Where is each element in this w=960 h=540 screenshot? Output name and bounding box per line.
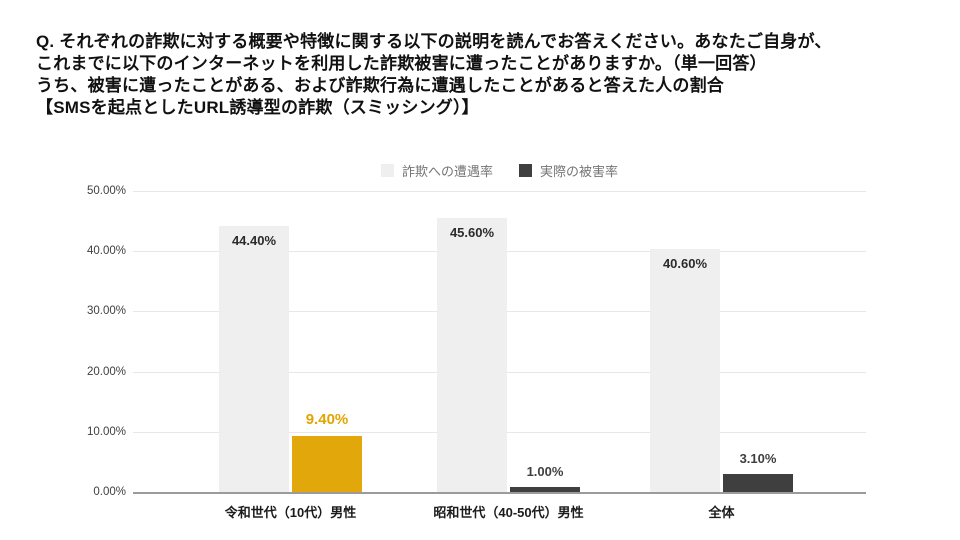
question-title-line-4: 【SMSを起点としたURL誘導型の詐欺（スミッシング）】	[36, 98, 479, 117]
x-axis-baseline	[133, 492, 866, 494]
legend-item-victim-rate: 実際の被害率	[519, 161, 618, 180]
legend-item-encounter-rate: 詐欺への遭遇率	[380, 161, 493, 180]
question-title-line-1: Q. それぞれの詐欺に対する概要や特徴に関する以下の説明を読んでお答えください。…	[36, 32, 832, 51]
bar-encounter-rate	[437, 218, 507, 493]
bar-value-label: 3.10%	[739, 451, 777, 466]
gridline	[133, 191, 866, 192]
y-axis: 0.00% 10.00% 20.00% 30.00% 40.00% 50.00%	[0, 185, 126, 498]
bar-value-label: 45.60%	[449, 225, 495, 240]
legend-label-encounter-rate: 詐欺への遭遇率	[401, 163, 493, 179]
bar-group: 44.40% 9.40%	[219, 192, 362, 493]
question-title: Q. それぞれの詐欺に対する概要や特徴に関する以下の説明を読んでお答えください。…	[36, 31, 936, 119]
bar-group: 45.60% 1.00%	[437, 192, 580, 493]
bar-encounter-rate	[650, 249, 720, 493]
x-axis-category-label: 昭和世代（40-50代）男性	[433, 505, 584, 520]
bar-group: 40.60% 3.10%	[650, 192, 793, 493]
bar-victim-rate	[292, 436, 362, 493]
bar-victim-rate	[510, 487, 580, 493]
bar-value-label: 9.40%	[305, 411, 349, 428]
x-axis-category-label: 令和世代（10代）男性	[224, 505, 357, 520]
plot-area: 44.40% 9.40% 令和世代（10代）男性 45.60% 1.00% 昭和世代（40…	[133, 191, 866, 520]
y-axis-tick-label: 40.00%	[86, 245, 126, 258]
question-title-line-3: うち、被害に遭ったことがある、および詐欺行為に遭遇したことがあると答えた人の割合	[36, 76, 724, 95]
y-axis-tick-label: 20.00%	[86, 365, 126, 378]
question-title-line-2: これまでに以下のインターネットを利用した詐欺被害に遭ったことがありますか。（単一…	[36, 54, 767, 73]
bar-encounter-rate	[219, 226, 289, 493]
legend-label-victim-rate: 実際の被害率	[540, 163, 619, 179]
bar-value-label: 40.60%	[662, 256, 708, 271]
y-axis-tick-label: 0.00%	[93, 486, 126, 498]
chart-legend: 詐欺への遭遇率 実際の被害率	[133, 161, 866, 179]
y-axis-tick-label: 10.00%	[86, 425, 126, 438]
bar-value-label: 1.00%	[526, 464, 564, 479]
bar-value-label: 44.40%	[231, 233, 277, 248]
legend-swatch-encounter-rate	[380, 163, 394, 177]
y-axis-tick-label: 50.00%	[86, 185, 126, 197]
bar-victim-rate	[723, 474, 793, 493]
y-axis-tick-label: 30.00%	[86, 305, 126, 318]
legend-swatch-victim-rate	[519, 163, 532, 177]
x-axis-category-label: 全体	[708, 505, 735, 520]
